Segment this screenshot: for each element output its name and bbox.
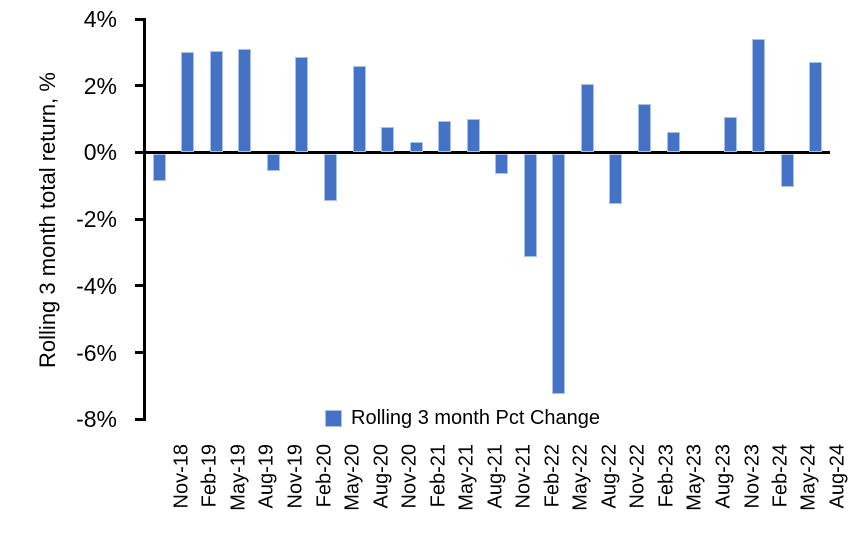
- x-tick-label: Aug-24: [826, 444, 849, 509]
- y-tick-mark: [135, 150, 145, 154]
- legend-label: Rolling 3 month Pct Change: [351, 407, 601, 429]
- bar-Nov-18: [152, 153, 166, 181]
- x-tick-label: Nov-22: [626, 444, 649, 509]
- bar-May-20: [324, 153, 338, 201]
- bar-Feb-24: [752, 39, 766, 153]
- x-tick-label: Feb-21: [427, 444, 450, 508]
- x-tick-label: Nov-23: [741, 444, 764, 509]
- bar-Aug-19: [238, 49, 252, 153]
- bar-Nov-19: [266, 153, 280, 171]
- legend: Rolling 3 month Pct Change: [325, 407, 600, 430]
- x-tick-label: Nov-19: [284, 444, 307, 509]
- bar-Aug-20: [352, 65, 366, 153]
- bar-Aug-21: [466, 119, 480, 153]
- bar-May-23: [666, 132, 680, 153]
- bar-Aug-22: [580, 84, 594, 153]
- x-tick-label: May-24: [798, 444, 821, 511]
- y-tick-label: -4%: [76, 272, 117, 299]
- y-tick-label: 2%: [83, 72, 117, 99]
- x-tick-label: May-21: [455, 444, 478, 511]
- y-tick-mark: [135, 351, 145, 354]
- bar-May-24: [780, 153, 794, 188]
- x-tick-label: Feb-22: [541, 444, 564, 508]
- x-tick-label: May-19: [227, 444, 250, 511]
- y-tick-mark: [135, 417, 145, 421]
- x-tick-label: May-20: [341, 444, 364, 511]
- x-tick-label: Aug-21: [484, 444, 507, 509]
- y-tick-mark: [135, 284, 145, 288]
- x-tick-label: Aug-19: [255, 444, 278, 509]
- bar-Feb-19: [181, 52, 195, 153]
- y-tick-mark: [135, 84, 145, 88]
- x-tick-label: Feb-23: [655, 444, 678, 508]
- bar-May-19: [209, 50, 223, 153]
- bar-Feb-23: [637, 104, 651, 153]
- y-tick-mark: [135, 17, 145, 21]
- legend-swatch: [325, 410, 342, 427]
- bar-Feb-22: [523, 153, 537, 258]
- bar-Nov-20: [381, 127, 395, 153]
- x-tick-label: Feb-24: [769, 444, 792, 508]
- bar-Aug-24: [809, 62, 823, 153]
- bar-Feb-21: [409, 142, 423, 153]
- bar-May-21: [438, 120, 452, 153]
- bar-May-22: [552, 153, 566, 394]
- x-tick-label: Aug-20: [370, 444, 393, 509]
- x-tick-label: Nov-18: [170, 444, 193, 509]
- x-tick-label: Aug-22: [598, 444, 621, 509]
- bar-Nov-21: [495, 153, 509, 174]
- x-tick-label: Aug-23: [712, 444, 735, 509]
- bar-Feb-20: [295, 57, 309, 153]
- bar-Nov-22: [609, 153, 623, 204]
- x-tick-label: Feb-20: [312, 444, 335, 508]
- y-tick-label: -2%: [76, 206, 117, 233]
- y-tick-mark: [135, 217, 145, 221]
- x-tick-label: May-22: [569, 444, 592, 511]
- bar-Nov-23: [723, 117, 737, 153]
- y-tick-label: 0%: [83, 139, 117, 166]
- x-tick-label: Nov-21: [512, 444, 535, 509]
- y-tick-label: -6%: [76, 339, 117, 366]
- x-tick-label: Feb-19: [198, 444, 221, 508]
- x-tick-label: May-23: [684, 444, 707, 511]
- zero-axis-line: [143, 150, 830, 154]
- y-tick-label: -8%: [76, 406, 117, 433]
- x-tick-label: Nov-20: [398, 444, 421, 509]
- y-axis-line: [143, 17, 146, 421]
- y-tick-label: 4%: [83, 6, 117, 32]
